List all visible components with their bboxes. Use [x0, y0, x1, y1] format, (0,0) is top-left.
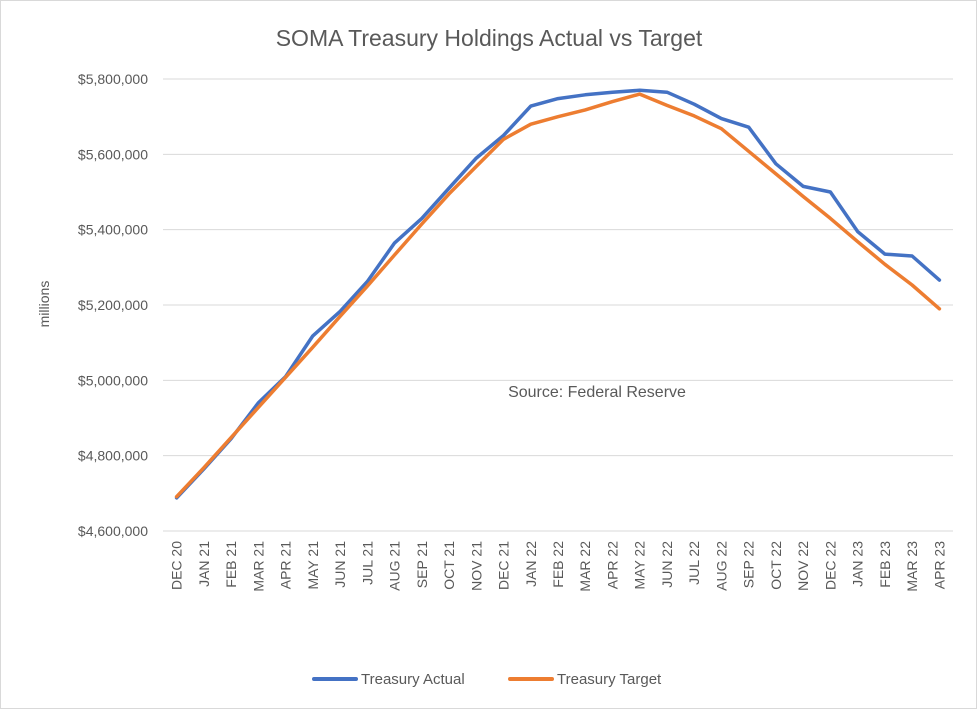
x-tick-label: MAY 21 [305, 541, 321, 590]
gridlines [163, 78, 953, 532]
x-tick-label: JUL 22 [686, 541, 702, 585]
y-axis-tick-labels: $4,600,000 $4,800,000 $5,000,000 $5,200,000… [78, 71, 148, 539]
x-tick-label: AUG 21 [387, 541, 403, 591]
legend: Treasury Actual Treasury Target [312, 671, 662, 688]
x-tick-label: APR 22 [604, 541, 620, 589]
x-tick-label: FEB 22 [550, 541, 566, 588]
series-lines [174, 88, 942, 500]
x-tick-label: JAN 21 [196, 541, 212, 587]
x-tick-label: APR 21 [278, 541, 294, 589]
x-tick-label: JUN 21 [332, 541, 348, 588]
x-tick-label: FEB 21 [223, 541, 239, 588]
x-tick-label: MAR 21 [250, 541, 266, 592]
x-tick-label: JAN 23 [850, 541, 866, 587]
x-tick-label: NOV 22 [795, 541, 811, 591]
x-tick-label: NOV 21 [468, 541, 484, 591]
source-annotation: Source: Federal Reserve [508, 384, 686, 401]
legend-label: Treasury Target [557, 671, 662, 688]
x-tick-label: OCT 22 [768, 541, 784, 590]
x-tick-label: APR 23 [931, 541, 947, 589]
chart-title: SOMA Treasury Holdings Actual vs Target [276, 25, 703, 51]
x-tick-label: MAY 22 [632, 541, 648, 590]
x-tick-label: DEC 21 [496, 541, 512, 590]
x-tick-label: SEP 21 [414, 541, 430, 588]
x-tick-label: DEC 22 [822, 541, 838, 590]
x-tick-label: MAR 23 [904, 541, 920, 592]
y-tick-label: $5,400,000 [78, 222, 148, 238]
legend-label: Treasury Actual [361, 671, 465, 688]
y-tick-label: $5,000,000 [78, 372, 148, 388]
y-tick-label: $4,800,000 [78, 448, 148, 464]
x-tick-label: FEB 23 [877, 541, 893, 588]
y-axis-label: millions [36, 281, 52, 328]
y-tick-label: $5,800,000 [78, 71, 148, 87]
x-tick-label: JAN 22 [523, 541, 539, 587]
series-line-treasury-actual [174, 88, 942, 500]
x-tick-label: SEP 22 [741, 541, 757, 588]
x-tick-label: MAR 22 [577, 541, 593, 592]
x-axis-tick-labels: DEC 20 JAN 21 FEB 21 MAR 21 APR 21 MAY 21 JUN … [169, 541, 948, 592]
x-tick-label: DEC 20 [169, 541, 185, 590]
y-tick-label: $5,200,000 [78, 297, 148, 313]
x-tick-label: AUG 22 [713, 541, 729, 591]
y-tick-label: $4,600,000 [78, 523, 148, 539]
series-line-treasury-target [174, 92, 942, 499]
x-tick-label: JUL 21 [359, 541, 375, 585]
x-tick-label: OCT 21 [441, 541, 457, 590]
x-tick-label: JUN 22 [659, 541, 675, 588]
y-tick-label: $5,600,000 [78, 146, 148, 162]
